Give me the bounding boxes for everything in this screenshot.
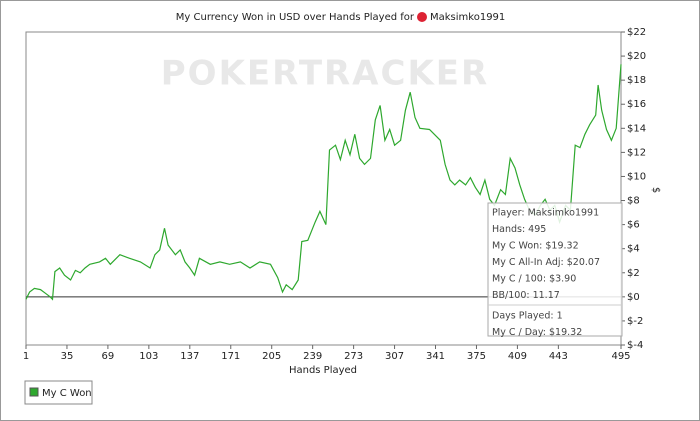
player-name: Maksimko1991	[430, 12, 505, 23]
y-tick-label: $14	[627, 123, 646, 134]
x-tick-label: 239	[303, 351, 322, 362]
y-tick-label: $4	[627, 244, 640, 255]
legend-swatch	[29, 387, 39, 397]
y-tick-label: $6	[627, 220, 640, 231]
x-tick-label: 137	[180, 351, 199, 362]
x-tick-label: 341	[426, 351, 445, 362]
tooltip-line: Player: Maksimko1991	[492, 208, 599, 219]
x-tick-label: 375	[467, 351, 486, 362]
x-axis-label: Hands Played	[289, 365, 357, 376]
tooltip-line: My C / Day: $19.32	[492, 327, 582, 338]
x-tick-label: 205	[262, 351, 281, 362]
x-tick-label: 273	[344, 351, 363, 362]
x-tick-label: 409	[508, 351, 527, 362]
player-icon	[417, 12, 427, 22]
tooltip-line: My C / 100: $3.90	[492, 274, 576, 285]
x-tick-label: 307	[385, 351, 404, 362]
watermark: POKERTRACKER	[161, 54, 489, 94]
y-tick-label: $12	[627, 147, 646, 158]
y-tick-label: $8	[627, 196, 640, 207]
y-tick-label: $0	[627, 292, 640, 303]
y-tick-label: $-4	[627, 340, 643, 351]
y-tick-label: $2	[627, 268, 640, 279]
y-tick-label: $-2	[627, 316, 643, 327]
legend	[24, 380, 93, 405]
tooltip-line: BB/100: 11.17	[492, 290, 560, 301]
tooltip-line: My C Won: $19.32	[492, 241, 579, 252]
y-tick-label: $10	[627, 171, 646, 182]
x-tick-label: 69	[102, 351, 115, 362]
tooltip-line: Days Played: 1	[492, 311, 563, 322]
legend-label: My C Won	[42, 388, 92, 399]
x-tick-label: 35	[61, 351, 74, 362]
tooltip-line: My C All-In Adj: $20.07	[492, 257, 600, 268]
chart-title: My Currency Won in USD over Hands Played…	[176, 12, 415, 23]
x-tick-label: 1	[23, 351, 29, 362]
y-axis-label: $	[650, 187, 661, 193]
tooltip-line: Hands: 495	[492, 224, 546, 235]
y-tick-label: $18	[627, 75, 646, 86]
tooltip	[487, 202, 623, 337]
x-tick-label: 171	[221, 351, 240, 362]
y-tick-label: $20	[627, 51, 646, 62]
y-tick-label: $22	[627, 27, 646, 38]
x-tick-label: 443	[549, 351, 568, 362]
y-tick-label: $16	[627, 99, 646, 110]
x-tick-label: 495	[611, 351, 630, 362]
x-tick-label: 103	[139, 351, 158, 362]
